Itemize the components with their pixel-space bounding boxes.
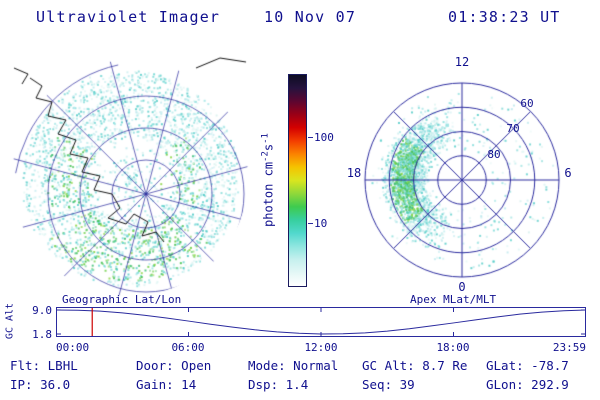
field-gain: Gain: 14 [136, 377, 196, 392]
field-value: 8.7 Re [422, 358, 468, 373]
colorbar-gradient [288, 74, 307, 287]
colorbar-label-sup2: -2 [260, 151, 271, 162]
field-value: 292.9 [531, 377, 569, 392]
mlt-label-6: 6 [564, 166, 572, 180]
xtick-0600: 06:00 [171, 341, 205, 354]
field-label: Dsp: [248, 377, 279, 392]
colorbar-tick-100-label: 100 [314, 131, 334, 144]
ytick-9-0: 9.0 [32, 304, 52, 317]
colorbar-label-sup1: -1 [260, 133, 271, 144]
apex-image-canvas [340, 50, 585, 302]
app-title: Ultraviolet Imager [36, 8, 221, 26]
colorbar-label-s: s [261, 143, 276, 152]
field-value: 1.4 [285, 377, 309, 392]
geographic-image-canvas [8, 50, 263, 302]
field-dsp: Dsp: 1.4 [248, 377, 308, 392]
field-label: Seq: [362, 377, 393, 392]
observation-time: 01:38:23 UT [448, 8, 561, 26]
field-value: 14 [181, 377, 197, 392]
caption-geographic: Geographic Lat/Lon [62, 293, 182, 306]
field-label: Gain: [136, 377, 174, 392]
field-label: Door: [136, 358, 174, 373]
mlat-label-60: 60 [520, 97, 534, 110]
mlat-label-70: 70 [506, 122, 520, 135]
field-ip: IP: 36.0 [10, 377, 70, 392]
mlat-label-80: 80 [487, 148, 501, 161]
field-label: GLat: [486, 358, 524, 373]
colorbar-tick-10-label: 10 [314, 217, 328, 230]
xtick-2359: 23:59 [552, 341, 586, 354]
colorbar-tick-10-mark [308, 223, 313, 224]
mlt-label-18: 18 [346, 166, 362, 180]
field-label: GLon: [486, 377, 524, 392]
field-label: GC Alt: [362, 358, 415, 373]
field-gc-alt: GC Alt: 8.7 Re [362, 358, 467, 373]
field-value: LBHL [47, 358, 78, 373]
field-mode: Mode: Normal [248, 358, 338, 373]
mlt-label-0: 0 [458, 280, 466, 294]
gc-alt-axis-label: GC Alt [4, 302, 16, 340]
field-label: Flt: [10, 358, 41, 373]
field-door: Door: Open [136, 358, 211, 373]
xtick-1200: 12:00 [304, 341, 338, 354]
field-value: Open [181, 358, 212, 373]
field-value: -78.7 [531, 358, 569, 373]
field-seq: Seq: 39 [362, 377, 415, 392]
gc-alt-plot [56, 307, 586, 337]
field-value: Normal [293, 358, 339, 373]
colorbar-tick-100-mark [308, 137, 313, 138]
observation-date: 10 Nov 07 [264, 8, 357, 26]
field-glat: GLat: -78.7 [486, 358, 569, 373]
field-flt: Flt: LBHL [10, 358, 78, 373]
caption-apex: Apex MLat/MLT [410, 293, 497, 306]
field-value: 36.0 [40, 377, 71, 392]
colorbar-label: photon cm-2s-1 [261, 133, 276, 227]
ytick-1-8: 1.8 [32, 328, 52, 341]
mlt-label-12: 12 [454, 55, 470, 69]
field-label: IP: [10, 377, 33, 392]
field-value: 39 [399, 377, 415, 392]
colorbar-label-text: photon cm [261, 161, 276, 227]
field-label: Mode: [248, 358, 286, 373]
field-glon: GLon: 292.9 [486, 377, 569, 392]
xtick-0000: 00:00 [56, 341, 90, 354]
xtick-1800: 18:00 [436, 341, 470, 354]
